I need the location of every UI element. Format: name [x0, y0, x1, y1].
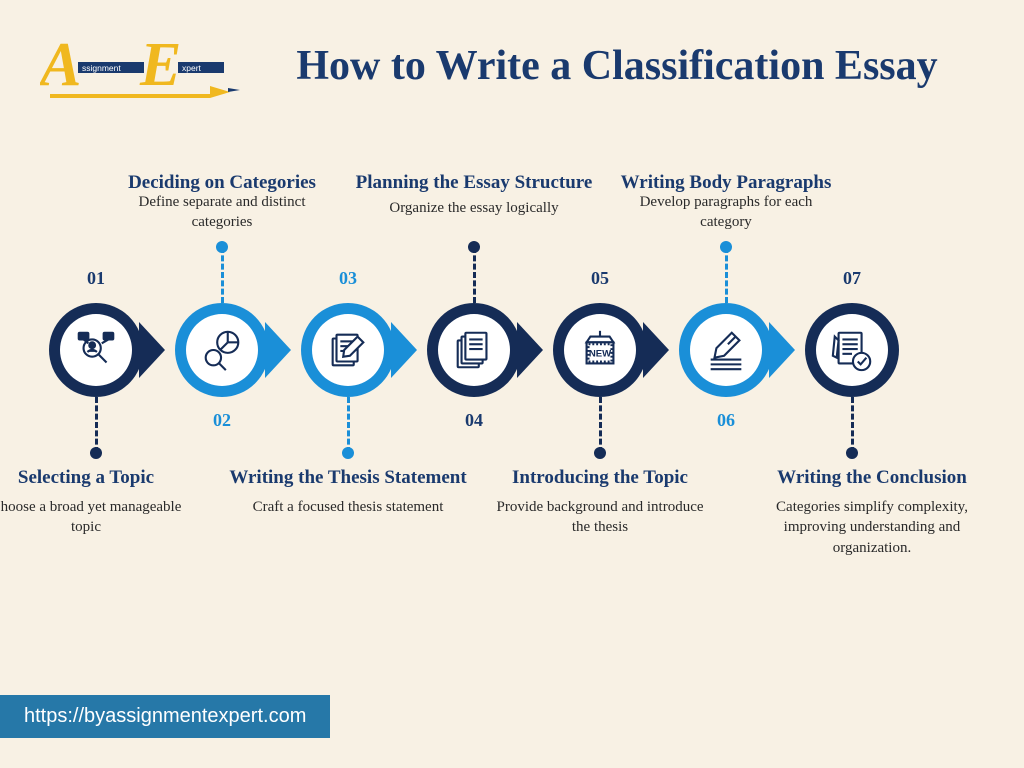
svg-text:E: E	[139, 31, 181, 99]
step-label: Selecting a Topic	[0, 467, 186, 489]
connector	[95, 397, 98, 453]
svg-text:A: A	[40, 31, 81, 99]
step-icon-06	[690, 314, 762, 386]
page-title: How to Write a Classification Essay	[250, 30, 984, 93]
step-label: Writing the Thesis Statement	[208, 467, 488, 489]
step-circle-01	[49, 303, 143, 397]
logo: A E ssignment xpert	[40, 30, 250, 120]
connector	[473, 247, 476, 303]
step-description: Define separate and distinct categories	[112, 192, 332, 233]
step-label: Introducing the Topic	[510, 467, 690, 489]
connector-dot	[342, 447, 354, 459]
svg-text:ssignment: ssignment	[82, 63, 121, 73]
connector	[221, 247, 224, 303]
step-number: 07	[805, 268, 899, 289]
connector	[851, 397, 854, 453]
step-number: 05	[553, 268, 647, 289]
step-number: 01	[49, 268, 143, 289]
step-label: Planning the Essay Structure	[344, 172, 604, 194]
step-number: 02	[175, 410, 269, 431]
step-label: Writing the Conclusion	[752, 467, 992, 489]
connector-dot	[720, 241, 732, 253]
step-icon-05: NEW	[564, 314, 636, 386]
connector-dot	[468, 241, 480, 253]
step-number: 04	[427, 410, 521, 431]
step-icon-07	[816, 314, 888, 386]
step-icon-04	[438, 314, 510, 386]
connector	[347, 397, 350, 453]
step-description: Categories simplify complexity, improvin…	[752, 497, 992, 558]
connector-dot	[90, 447, 102, 459]
step-number: 06	[679, 410, 773, 431]
step-icon-01	[60, 314, 132, 386]
step-circle-03	[301, 303, 395, 397]
step-label: Deciding on Categories	[112, 172, 332, 194]
step-description: Craft a focused thesis statement	[238, 497, 458, 517]
step-number: 03	[301, 268, 395, 289]
connector-dot	[216, 241, 228, 253]
connector	[599, 397, 602, 453]
connector	[725, 247, 728, 303]
step-description: Organize the essay logically	[384, 198, 564, 218]
step-icon-03	[312, 314, 384, 386]
svg-text:xpert: xpert	[182, 63, 202, 73]
header: A E ssignment xpert How to Write a Class…	[0, 0, 1024, 130]
step-circle-04	[427, 303, 521, 397]
step-circle-02	[175, 303, 269, 397]
step-circle-07	[805, 303, 899, 397]
svg-text:NEW: NEW	[589, 349, 612, 360]
step-label: Writing Body Paragraphs	[606, 172, 846, 194]
connector-dot	[846, 447, 858, 459]
step-description: Provide background and introduce the the…	[495, 497, 705, 538]
step-circle-06	[679, 303, 773, 397]
url-banner: https://byassignmentexpert.com	[0, 695, 330, 738]
timeline: 01Selecting a TopicChoose a broad yet ma…	[0, 290, 1024, 410]
step-description: Develop paragraphs for each category	[626, 192, 826, 233]
connector-dot	[594, 447, 606, 459]
step-circle-05: NEW	[553, 303, 647, 397]
step-description: Choose a broad yet manageable topic	[0, 497, 186, 538]
step-icon-02	[186, 314, 258, 386]
